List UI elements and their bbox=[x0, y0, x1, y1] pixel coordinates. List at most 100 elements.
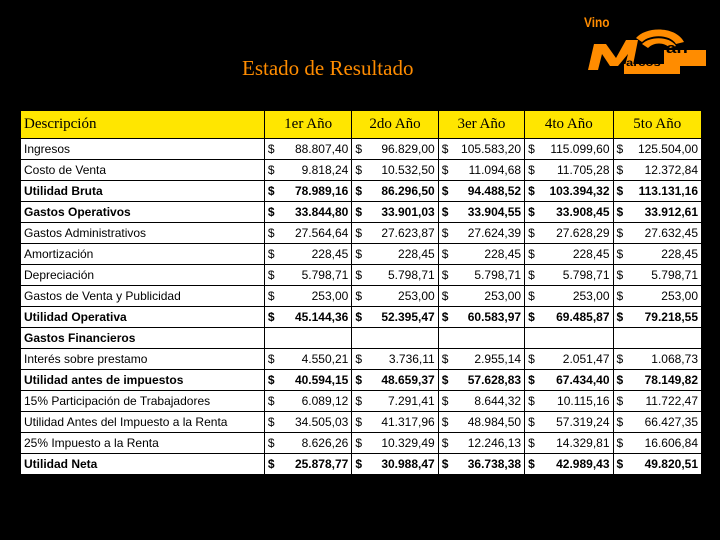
value-cell: 253,00 bbox=[280, 285, 353, 307]
currency-cell: $ bbox=[351, 411, 369, 433]
table-row: Ingresos $88.807,40 $96.829,00 $105.583,20 $… bbox=[20, 138, 703, 160]
currency-cell: $ bbox=[351, 222, 369, 244]
value-cell: 67.434,40 bbox=[540, 369, 614, 391]
value-cell: 49.820,51 bbox=[629, 453, 703, 475]
currency-cell: $ bbox=[351, 138, 369, 160]
currency-cell: $ bbox=[437, 348, 455, 370]
slide-title: Estado de Resultado bbox=[242, 56, 414, 80]
value-cell: 253,00 bbox=[454, 285, 526, 307]
table-row: Interés sobre prestamo $4.550,21 $3.736,11… bbox=[20, 348, 703, 370]
row-label: Gastos Administrativos bbox=[20, 222, 265, 244]
value-cell bbox=[368, 327, 439, 349]
currency-cell: $ bbox=[437, 390, 455, 412]
value-cell: 228,45 bbox=[368, 243, 439, 265]
table-row: Utilidad Operativa $45.144,36 $52.395,47 $6… bbox=[20, 306, 703, 328]
value-cell: 41.317,96 bbox=[368, 411, 439, 433]
value-cell: 113.131,16 bbox=[629, 180, 703, 202]
income-statement-table: Descripción 1er Año 2do Año 3er Año 4to Año 5… bbox=[18, 108, 704, 477]
currency-cell: $ bbox=[351, 432, 369, 454]
value-cell: 2.955,14 bbox=[454, 348, 526, 370]
value-cell: 7.291,41 bbox=[368, 390, 439, 412]
table-row: Utilidad antes de impuestos $40.594,15 $48… bbox=[20, 369, 703, 391]
value-cell: 11.094,68 bbox=[454, 159, 526, 181]
table-row: Gastos de Venta y Publicidad $253,00 $253,… bbox=[20, 285, 703, 307]
currency-cell: $ bbox=[437, 159, 455, 181]
value-cell: 16.606,84 bbox=[629, 432, 703, 454]
currency-cell: $ bbox=[524, 180, 541, 202]
value-cell: 4.550,21 bbox=[280, 348, 353, 370]
row-label: Amortización bbox=[20, 243, 265, 265]
value-cell: 27.623,87 bbox=[368, 222, 439, 244]
currency-cell: $ bbox=[612, 138, 630, 160]
row-label: Depreciación bbox=[20, 264, 265, 286]
value-cell: 69.485,87 bbox=[540, 306, 614, 328]
header-descripcion: Descripción bbox=[20, 110, 265, 139]
row-label: Gastos Financieros bbox=[20, 327, 265, 349]
row-label: Utilidad Neta bbox=[20, 453, 265, 475]
value-cell: 8.626,26 bbox=[280, 432, 353, 454]
value-cell: 33.904,55 bbox=[454, 201, 526, 223]
value-cell: 79.218,55 bbox=[629, 306, 703, 328]
currency-cell: $ bbox=[263, 390, 281, 412]
currency-cell: $ bbox=[437, 285, 455, 307]
value-cell: 10.532,50 bbox=[368, 159, 439, 181]
currency-cell: $ bbox=[437, 264, 455, 286]
value-cell: 60.583,97 bbox=[454, 306, 526, 328]
value-cell: 11.722,47 bbox=[629, 390, 703, 412]
currency-cell: $ bbox=[524, 264, 541, 286]
value-cell: 11.705,28 bbox=[540, 159, 614, 181]
value-cell: 88.807,40 bbox=[280, 138, 353, 160]
header-year-4: 4to Año bbox=[524, 110, 614, 139]
currency-cell bbox=[437, 327, 455, 349]
table-row: Utilidad Antes del Impuesto a la Renta $3… bbox=[20, 411, 703, 433]
currency-cell: $ bbox=[524, 201, 541, 223]
currency-cell: $ bbox=[437, 369, 455, 391]
currency-cell: $ bbox=[612, 453, 630, 475]
currency-cell: $ bbox=[524, 159, 541, 181]
currency-cell: $ bbox=[437, 138, 455, 160]
currency-cell: $ bbox=[524, 348, 541, 370]
value-cell: 42.989,43 bbox=[540, 453, 614, 475]
value-cell: 25.878,77 bbox=[280, 453, 353, 475]
currency-cell: $ bbox=[612, 432, 630, 454]
currency-cell: $ bbox=[263, 222, 281, 244]
currency-cell: $ bbox=[437, 243, 455, 265]
currency-cell: $ bbox=[263, 159, 281, 181]
currency-cell: $ bbox=[263, 369, 281, 391]
currency-cell: $ bbox=[612, 369, 630, 391]
value-cell: 33.901,03 bbox=[368, 201, 439, 223]
currency-cell: $ bbox=[437, 411, 455, 433]
value-cell bbox=[540, 327, 614, 349]
value-cell: 27.628,29 bbox=[540, 222, 614, 244]
currency-cell bbox=[612, 327, 630, 349]
value-cell: 78.989,16 bbox=[280, 180, 353, 202]
table-header-row: Descripción 1er Año 2do Año 3er Año 4to Año 5… bbox=[20, 110, 703, 139]
currency-cell: $ bbox=[263, 138, 281, 160]
value-cell: 228,45 bbox=[629, 243, 703, 265]
currency-cell: $ bbox=[263, 201, 281, 223]
value-cell bbox=[280, 327, 353, 349]
value-cell: 14.329,81 bbox=[540, 432, 614, 454]
value-cell: 125.504,00 bbox=[629, 138, 703, 160]
value-cell: 253,00 bbox=[629, 285, 703, 307]
currency-cell: $ bbox=[524, 411, 541, 433]
currency-cell: $ bbox=[524, 243, 541, 265]
value-cell: 8.644,32 bbox=[454, 390, 526, 412]
value-cell: 253,00 bbox=[540, 285, 614, 307]
currency-cell: $ bbox=[612, 264, 630, 286]
currency-cell: $ bbox=[612, 306, 630, 328]
value-cell: 40.594,15 bbox=[280, 369, 353, 391]
header-year-2: 2do Año bbox=[351, 110, 439, 139]
value-cell: 30.988,47 bbox=[368, 453, 439, 475]
value-cell: 253,00 bbox=[368, 285, 439, 307]
value-cell: 5.798,71 bbox=[540, 264, 614, 286]
table-row: Gastos Administrativos $27.564,64 $27.623,… bbox=[20, 222, 703, 244]
currency-cell: $ bbox=[524, 306, 541, 328]
table-row: Costo de Venta $9.818,24 $10.532,50 $11.094… bbox=[20, 159, 703, 181]
value-cell: 1.068,73 bbox=[629, 348, 703, 370]
logo-san-text: an bbox=[666, 40, 688, 57]
currency-cell: $ bbox=[612, 201, 630, 223]
value-cell: 12.372,84 bbox=[629, 159, 703, 181]
logo: Vino an arcos bbox=[580, 14, 708, 74]
value-cell: 27.564,64 bbox=[280, 222, 353, 244]
